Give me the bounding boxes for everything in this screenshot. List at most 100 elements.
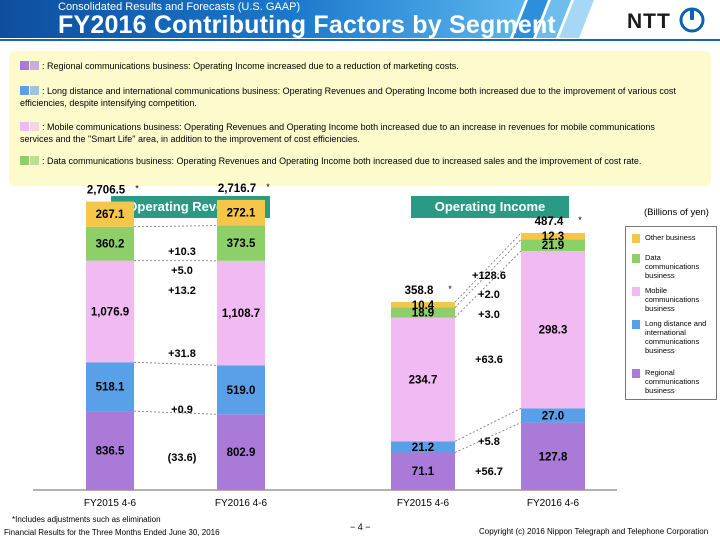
data-label: 802.9 <box>227 447 256 459</box>
mobile-swatch-icon <box>30 122 39 131</box>
data-label: 267.1 <box>96 209 125 221</box>
legend-swatch-icon <box>632 287 640 296</box>
bar-segment <box>86 201 134 227</box>
bar-segment <box>391 307 455 318</box>
page-number: − 4 − <box>350 522 371 532</box>
data-label: 127.8 <box>539 451 568 463</box>
data-label: 12.3 <box>542 231 564 243</box>
header-band <box>0 0 720 41</box>
change-label: +3.0 <box>478 309 500 321</box>
bar-segment <box>521 250 585 409</box>
footnote: *Includes adjustments such as eliminatio… <box>12 515 161 524</box>
x-tick-label: FY2015 4-6 <box>84 498 137 509</box>
note-data: : Data communications business: Operatin… <box>20 155 685 167</box>
note-long-distance: : Long distance and international commun… <box>20 85 685 109</box>
ntt-logo-text: NTT <box>627 10 671 33</box>
bar-segment <box>217 414 265 490</box>
connector-line <box>454 250 522 318</box>
data-label: 234.7 <box>409 374 438 386</box>
total-marker: * <box>448 284 452 294</box>
legend-label: Long distance and international communic… <box>645 319 707 355</box>
legend: Other business Data communications busin… <box>625 226 717 400</box>
data-label: 10.4 <box>412 300 435 312</box>
data-swatch-icon <box>20 156 29 165</box>
legend-swatch-icon <box>632 254 640 263</box>
footer-report-title: Financial Results for the Three Months E… <box>4 528 220 537</box>
bar-segment <box>217 260 265 366</box>
ntt-logo-icon <box>679 7 705 33</box>
note-text: : Mobile communications business: Operat… <box>20 122 655 144</box>
change-label: +56.7 <box>475 466 503 478</box>
copyright: Copyright (c) 2016 Nippon Telegraph and … <box>479 527 709 536</box>
note-text: : Data communications business: Operatin… <box>42 156 642 166</box>
total-marker: * <box>578 215 582 225</box>
bar-segment <box>391 317 455 442</box>
x-tick-label: FY2016 4-6 <box>527 498 580 509</box>
connector-line <box>454 407 522 442</box>
data-label: 373.5 <box>227 238 256 250</box>
bar-segment <box>217 225 265 261</box>
legend-swatch-icon <box>632 320 640 329</box>
bar-segment <box>521 232 585 240</box>
legend-label: Other business <box>645 233 696 242</box>
page-title: FY2016 Contributing Factors by Segment <box>58 11 556 39</box>
data-label: 27.0 <box>542 410 564 422</box>
data-label: 71.1 <box>412 466 435 478</box>
data-swatch-icon <box>30 156 39 165</box>
data-label: 1,108.7 <box>222 308 260 320</box>
total-label: 487.4 <box>535 216 564 228</box>
bar-segment <box>521 422 585 490</box>
legend-swatch-icon <box>632 234 640 243</box>
legend-swatch-icon <box>632 369 640 378</box>
regional-swatch-icon <box>30 61 39 70</box>
bar-segment <box>217 365 265 415</box>
data-label: 298.3 <box>539 325 568 337</box>
note-regional: : Regional communications business: Oper… <box>20 60 685 72</box>
change-label: +0.9 <box>171 404 193 416</box>
bar-segment <box>217 199 265 226</box>
data-label: 1,076.9 <box>91 306 129 318</box>
data-label: 519.0 <box>227 385 256 397</box>
legend-label: Mobile communications business <box>645 286 700 313</box>
mobile-swatch-icon <box>20 122 29 131</box>
data-label: 360.2 <box>96 239 125 251</box>
total-label: 2,716.7 <box>218 183 256 195</box>
bar-segment <box>86 260 134 363</box>
income-chart-title: Operating Income <box>411 196 569 218</box>
note-text: : Long distance and international commun… <box>20 86 676 108</box>
notes-box: : Regional communications business: Oper… <box>9 51 711 186</box>
bar-segment <box>391 452 455 490</box>
note-text: : Regional communications business: Oper… <box>42 61 459 71</box>
connector-line <box>454 422 522 453</box>
bar-segment <box>521 239 585 251</box>
total-change-label: +128.6 <box>472 270 506 282</box>
connector-line <box>133 199 218 202</box>
connector-line <box>133 410 218 415</box>
bar-segment <box>86 362 134 412</box>
x-tick-label: FY2016 4-6 <box>215 498 268 509</box>
data-label: 18.9 <box>412 308 434 320</box>
unit-label: (Billions of yen) <box>644 207 709 218</box>
page-subtitle: Consolidated Results and Forecasts (U.S.… <box>58 1 301 13</box>
change-label: +5.8 <box>478 436 500 448</box>
bar-segment <box>391 441 455 453</box>
connector-line <box>133 225 218 228</box>
change-label: +5.0 <box>171 265 193 277</box>
data-label: 272.1 <box>227 208 256 220</box>
data-label: 21.9 <box>542 240 564 252</box>
legend-label: Data communications business <box>645 253 700 280</box>
bar-segment <box>86 226 134 261</box>
change-label: (33.6) <box>168 452 197 464</box>
note-mobile: : Mobile communications business: Operat… <box>20 121 685 145</box>
total-label: 358.8 <box>405 285 434 297</box>
change-label: +13.2 <box>168 285 196 297</box>
change-label: +31.8 <box>168 348 196 360</box>
total-marker: * <box>135 184 139 194</box>
regional-swatch-icon <box>20 61 29 70</box>
change-label: +63.6 <box>475 354 503 366</box>
data-label: 21.2 <box>412 442 434 454</box>
total-change-label: +10.3 <box>168 246 196 258</box>
bar-segment <box>391 302 455 308</box>
data-label: 518.1 <box>96 382 125 394</box>
